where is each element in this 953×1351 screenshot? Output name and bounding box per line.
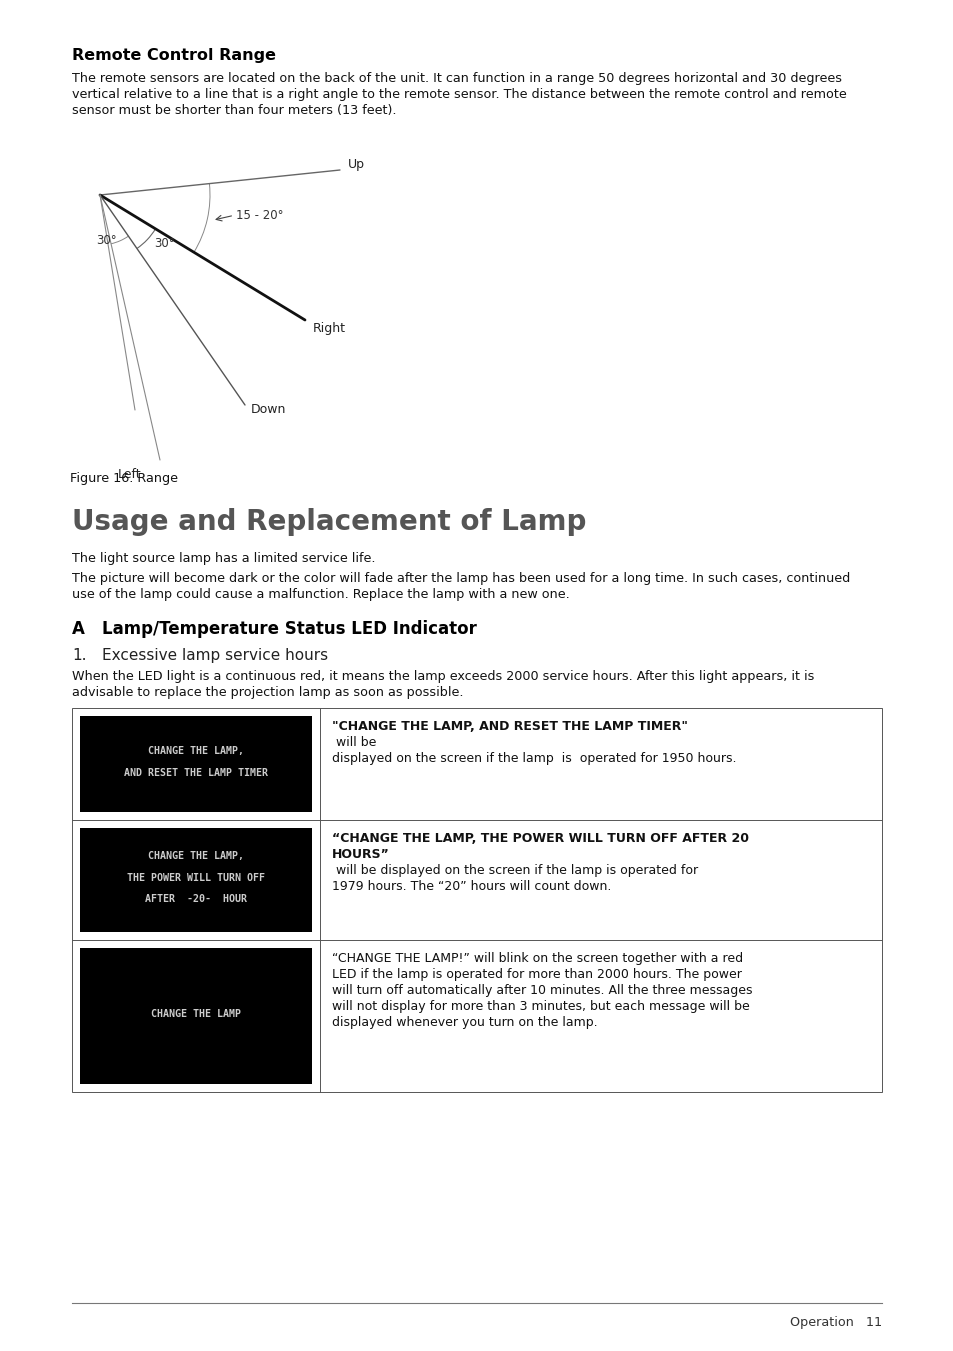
Text: Remote Control Range: Remote Control Range <box>71 49 275 63</box>
Text: vertical relative to a line that is a right angle to the remote sensor. The dist: vertical relative to a line that is a ri… <box>71 88 846 101</box>
Bar <box>71 708 882 1092</box>
Text: will not display for more than 3 minutes, but each message will be: will not display for more than 3 minutes… <box>332 1000 749 1013</box>
Text: A: A <box>71 620 85 638</box>
Text: Right: Right <box>313 322 346 335</box>
Text: use of the lamp could cause a malfunction. Replace the lamp with a new one.: use of the lamp could cause a malfunctio… <box>71 588 569 601</box>
Text: CHANGE THE LAMP,: CHANGE THE LAMP, <box>148 746 244 757</box>
Text: The picture will become dark or the color will fade after the lamp has been used: The picture will become dark or the colo… <box>71 571 849 585</box>
Text: “CHANGE THE LAMP!” will blink on the screen together with a red: “CHANGE THE LAMP!” will blink on the scr… <box>332 952 742 965</box>
Text: sensor must be shorter than four meters (13 feet).: sensor must be shorter than four meters … <box>71 104 396 118</box>
Text: The remote sensors are located on the back of the unit. It can function in a ran: The remote sensors are located on the ba… <box>71 72 841 85</box>
Text: The light source lamp has a limited service life.: The light source lamp has a limited serv… <box>71 553 375 565</box>
Bar <box>80 948 312 1084</box>
Text: Figure 16. Range: Figure 16. Range <box>70 471 178 485</box>
Text: will be: will be <box>332 736 376 748</box>
Text: displayed on the screen if the lamp  is  operated for 1950 hours.: displayed on the screen if the lamp is o… <box>332 753 736 765</box>
Text: When the LED light is a continuous red, it means the lamp exceeds 2000 service h: When the LED light is a continuous red, … <box>71 670 814 684</box>
Text: HOURS”: HOURS” <box>332 848 390 861</box>
Text: THE POWER WILL TURN OFF: THE POWER WILL TURN OFF <box>127 873 265 882</box>
Text: Operation   11: Operation 11 <box>789 1316 882 1329</box>
Text: "CHANGE THE LAMP, AND RESET THE LAMP TIMER": "CHANGE THE LAMP, AND RESET THE LAMP TIM… <box>332 720 687 734</box>
Text: 30°: 30° <box>153 236 174 250</box>
Text: “CHANGE THE LAMP, THE POWER WILL TURN OFF AFTER 20: “CHANGE THE LAMP, THE POWER WILL TURN OF… <box>332 832 748 844</box>
Text: CHANGE THE LAMP,: CHANGE THE LAMP, <box>148 851 244 861</box>
Text: Usage and Replacement of Lamp: Usage and Replacement of Lamp <box>71 508 586 536</box>
Text: AFTER  -20-  HOUR: AFTER -20- HOUR <box>145 894 247 904</box>
Text: will be displayed on the screen if the lamp is operated for: will be displayed on the screen if the l… <box>332 865 698 877</box>
Text: 1979 hours. The “20” hours will count down.: 1979 hours. The “20” hours will count do… <box>332 880 611 893</box>
Text: Down: Down <box>251 403 286 416</box>
Text: will turn off automatically after 10 minutes. All the three messages: will turn off automatically after 10 min… <box>332 984 752 997</box>
Text: 30°: 30° <box>96 234 117 247</box>
Text: 15 - 20°: 15 - 20° <box>236 209 283 222</box>
Text: Up: Up <box>348 158 365 172</box>
Text: CHANGE THE LAMP: CHANGE THE LAMP <box>151 1009 241 1019</box>
Text: Excessive lamp service hours: Excessive lamp service hours <box>102 648 328 663</box>
Text: AND RESET THE LAMP TIMER: AND RESET THE LAMP TIMER <box>124 767 268 777</box>
Bar <box>80 828 312 932</box>
Text: displayed whenever you turn on the lamp.: displayed whenever you turn on the lamp. <box>332 1016 597 1029</box>
Text: advisable to replace the projection lamp as soon as possible.: advisable to replace the projection lamp… <box>71 686 463 698</box>
Text: LED if the lamp is operated for more than 2000 hours. The power: LED if the lamp is operated for more tha… <box>332 969 741 981</box>
Bar <box>80 716 312 812</box>
Text: Lamp/Temperature Status LED Indicator: Lamp/Temperature Status LED Indicator <box>102 620 476 638</box>
Text: 1.: 1. <box>71 648 87 663</box>
Text: Left: Left <box>118 467 141 481</box>
